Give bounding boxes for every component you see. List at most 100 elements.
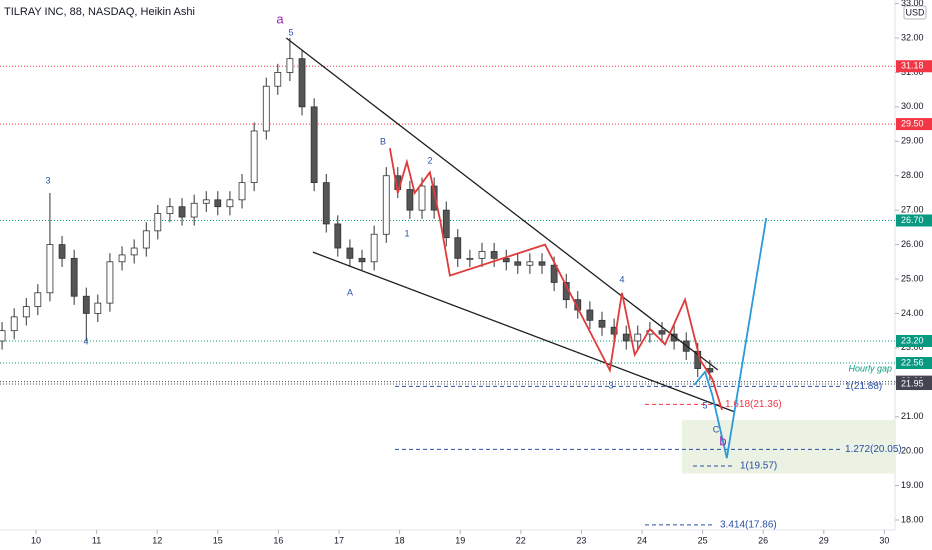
candle-body	[46, 244, 54, 294]
level-label: 22.56	[901, 357, 924, 367]
x-tick-label: 11	[92, 535, 101, 545]
y-tick-label: 26.00	[901, 239, 924, 249]
candle-body	[142, 230, 150, 249]
y-tick-label: 24.00	[901, 308, 924, 318]
candle-body	[490, 251, 498, 259]
y-tick-label: 20.00	[901, 446, 924, 456]
level-label: 26.70	[901, 215, 924, 225]
trend-drawing	[389, 148, 723, 411]
x-tick-label: 22	[516, 535, 526, 545]
y-tick-label: 33.00	[901, 0, 924, 8]
y-tick-label: 29.00	[901, 136, 924, 146]
y-tick-label: 21.00	[901, 411, 924, 421]
y-tick-label: 32.00	[901, 32, 924, 42]
candle-body	[274, 72, 282, 87]
level-tag	[896, 214, 932, 227]
x-tick-label: 29	[819, 535, 829, 545]
candle-body	[598, 319, 606, 328]
candle-body	[442, 209, 450, 239]
y-tick-label: 19.00	[901, 480, 924, 490]
y-tick-label: 28.00	[901, 170, 924, 180]
y-tick-label: 25.00	[901, 273, 924, 283]
candle-body	[106, 261, 114, 304]
candle-body	[622, 333, 630, 342]
y-tick-label: 30.00	[901, 101, 924, 111]
candle-body	[250, 130, 258, 184]
candle-body	[634, 333, 642, 342]
candle-body	[610, 326, 618, 335]
x-tick-label: 26	[758, 535, 768, 545]
wave-label: B	[380, 136, 386, 146]
wave-label: 1	[404, 228, 409, 238]
candle-body	[34, 292, 42, 307]
level-tag	[896, 357, 932, 370]
candle-body	[154, 213, 162, 232]
level-tag	[896, 334, 932, 347]
x-tick-label: 15	[213, 535, 223, 545]
level-tag	[896, 60, 932, 73]
currency: USD	[905, 7, 925, 17]
candle-body	[310, 106, 318, 184]
wave-label: 2	[427, 155, 432, 165]
candle-body	[406, 189, 414, 211]
candle-body	[502, 257, 510, 263]
candle-body	[370, 233, 378, 263]
candle-body	[586, 309, 594, 321]
candle-body	[178, 206, 186, 218]
x-tick-label: 16	[273, 535, 283, 545]
candle-body	[466, 257, 474, 260]
candle-body	[130, 247, 138, 256]
x-tick-label: 25	[698, 535, 708, 545]
level-label: 21.95	[901, 378, 924, 388]
level-tag	[896, 118, 932, 131]
candle-body	[10, 316, 18, 332]
fib-label: 1(21.88)	[845, 381, 882, 392]
candle-body	[382, 175, 390, 235]
x-tick-label: 18	[395, 535, 405, 545]
candle-body	[94, 302, 102, 314]
candle-body	[574, 299, 582, 311]
level-label: 29.50	[901, 118, 924, 128]
chart-title: TILRAY INC, 88, NASDAQ, Heikin Ashi	[4, 6, 195, 18]
candle-body	[418, 185, 426, 211]
wave-label: 4	[619, 274, 624, 284]
candle-body	[322, 182, 330, 225]
level-tag	[896, 378, 932, 391]
candle-body	[658, 330, 666, 335]
wave-label: C	[713, 424, 720, 434]
fib-label: 1.272(20.05)	[845, 444, 902, 455]
x-tick-label: 10	[31, 535, 41, 545]
candle-body	[58, 244, 66, 259]
x-tick-label: 17	[334, 535, 344, 545]
candle-body	[334, 223, 342, 249]
candle-body	[298, 58, 306, 108]
candle-body	[190, 202, 198, 218]
candle-body	[430, 185, 438, 211]
x-tick-label: 19	[455, 535, 465, 545]
candle-body	[286, 58, 294, 73]
candle-body	[454, 237, 462, 259]
gap-label: Hourly gap	[848, 363, 892, 373]
candle-body	[22, 306, 30, 318]
wave-label: 5	[288, 27, 293, 37]
candle-body	[538, 261, 546, 266]
candle-body	[670, 333, 678, 342]
level-label: 23.20	[901, 335, 924, 345]
fib-label: 3.414(17.86)	[720, 519, 777, 530]
trend-drawing	[693, 217, 768, 459]
wave-label: 3	[608, 380, 613, 390]
fib-label: 1(19.57)	[740, 461, 777, 472]
candle-body	[118, 254, 126, 263]
candle-body	[514, 261, 522, 266]
candle-body	[0, 330, 6, 342]
wave-label: 5	[702, 400, 707, 410]
candle-body	[214, 199, 222, 208]
candle-body	[478, 251, 486, 259]
x-tick-label: 23	[576, 535, 586, 545]
candle-body	[358, 257, 366, 263]
candle-body	[202, 199, 210, 204]
candle-body	[346, 247, 354, 259]
trend-drawing	[285, 37, 719, 371]
